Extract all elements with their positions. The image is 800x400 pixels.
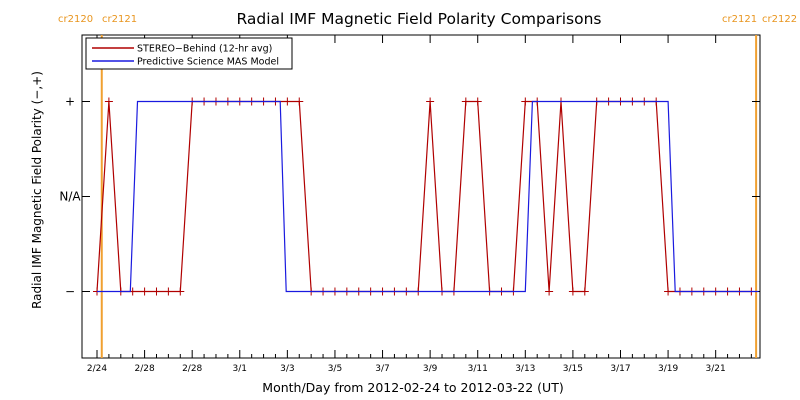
data-point — [521, 97, 530, 106]
x-tick-label: 3/3 — [280, 364, 294, 374]
y-tick-label: N/A — [59, 190, 81, 204]
carrington-label-start-left: cr2120 — [58, 14, 93, 25]
data-point — [104, 97, 113, 106]
data-point — [283, 97, 292, 106]
x-tick-label: 3/13 — [515, 364, 535, 374]
x-tick-label: 3/21 — [706, 364, 726, 374]
legend: STEREO−Behind (12-hr avg) Predictive Sci… — [85, 37, 293, 70]
data-point — [152, 287, 161, 296]
data-point — [568, 287, 577, 296]
data-point — [664, 287, 673, 296]
x-tick-label: 3/9 — [423, 364, 438, 374]
legend-box — [85, 37, 293, 70]
series-line-stereo — [96, 100, 752, 293]
legend-label-mas: Predictive Science MAS Model — [137, 57, 279, 68]
y-tick-label: − — [65, 285, 75, 299]
carrington-label-end-right: cr2122 — [762, 14, 797, 25]
y-axis: + N/A − — [59, 95, 760, 299]
series-line-mas — [97, 100, 759, 293]
data-point — [461, 97, 470, 106]
plot-frame — [81, 34, 761, 359]
x-tick-label: 3/17 — [610, 364, 630, 374]
x-tick-label: 3/11 — [468, 364, 488, 374]
x-tick-label: 2/28 — [182, 364, 202, 374]
carrington-label-end-left: cr2121 — [722, 14, 757, 25]
x-tick-label: 2/28 — [134, 364, 154, 374]
data-point — [473, 97, 482, 106]
x-tick-label: 3/5 — [328, 364, 342, 374]
y-tick-label: + — [65, 95, 75, 109]
x-tick-label: 2/24 — [87, 364, 107, 374]
x-tick-label: 3/15 — [563, 364, 583, 374]
data-point — [545, 287, 554, 296]
x-tick-label: 3/19 — [658, 364, 678, 374]
carrington-lines — [100, 35, 758, 358]
data-point — [295, 97, 304, 106]
data-point — [426, 97, 435, 106]
data-point — [580, 287, 589, 296]
series-layer — [93, 97, 759, 296]
y-axis-label: Radial IMF Magnetic Field Polarity (−,+) — [30, 71, 44, 309]
data-point — [176, 287, 185, 296]
x-axis: 2/24 2/28 2/28 3/1 3/3 3/5 3/7 3/9 3/11 3/13 3/15 3… — [87, 35, 752, 374]
x-tick-label: 3/7 — [375, 364, 389, 374]
data-point — [164, 287, 173, 296]
x-tick-label: 3/1 — [233, 364, 247, 374]
data-point — [140, 287, 149, 296]
carrington-label-start-right: cr2121 — [102, 14, 137, 25]
legend-label-stereo: STEREO−Behind (12-hr avg) — [137, 44, 272, 55]
chart-title: Radial IMF Magnetic Field Polarity Compa… — [236, 10, 601, 28]
x-axis-label: Month/Day from 2012-02-24 to 2012-03-22 … — [262, 380, 563, 395]
